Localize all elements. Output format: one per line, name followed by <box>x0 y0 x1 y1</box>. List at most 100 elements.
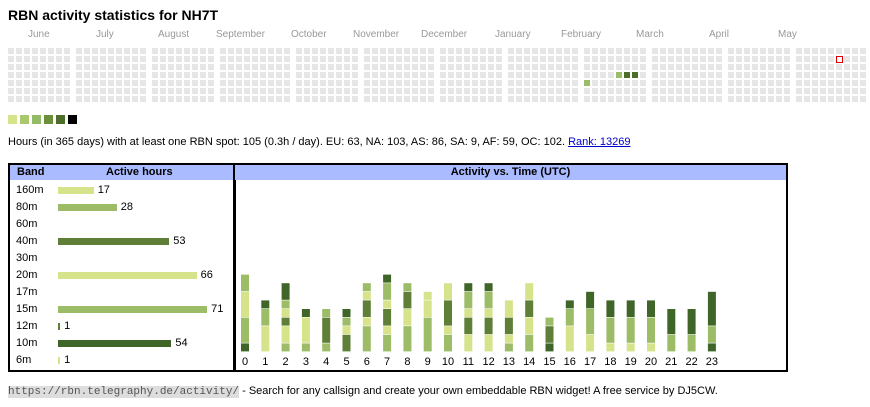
calendar-day <box>760 48 766 54</box>
calendar-day <box>352 72 358 78</box>
calendar-day <box>428 56 434 62</box>
calendar-day <box>84 64 90 70</box>
calendar-day <box>40 56 46 62</box>
calendar-day <box>200 80 206 86</box>
calendar-day <box>304 56 310 62</box>
calendar-day <box>744 96 750 102</box>
calendar-day <box>184 64 190 70</box>
hour-bar-segment <box>383 334 392 352</box>
calendar-day <box>16 88 22 94</box>
calendar-day <box>524 80 530 86</box>
calendar-day <box>708 88 714 94</box>
calendar-day <box>804 64 810 70</box>
hour-bar-segment <box>301 343 310 352</box>
hour-bar-segment <box>464 309 473 317</box>
calendar-day <box>548 64 554 70</box>
calendar-day <box>228 88 234 94</box>
calendar-day <box>448 64 454 70</box>
calendar-day <box>100 72 106 78</box>
calendar-day <box>640 72 646 78</box>
calendar-day <box>116 72 122 78</box>
calendar-day <box>140 80 146 86</box>
calendar-day <box>584 96 590 102</box>
calendar-day <box>228 72 234 78</box>
calendar-day <box>600 64 606 70</box>
calendar-day <box>784 72 790 78</box>
calendar-day <box>652 64 658 70</box>
calendar-day <box>160 80 166 86</box>
calendar-day <box>404 64 410 70</box>
calendar-day <box>152 88 158 94</box>
calendar-day <box>244 72 250 78</box>
calendar-day <box>244 96 250 102</box>
calendar-day <box>652 80 658 86</box>
hour-bar-segment <box>362 317 371 326</box>
calendar-day <box>572 64 578 70</box>
calendar-day <box>116 56 122 62</box>
calendar-day <box>584 56 590 62</box>
hour-tick-label: 22 <box>685 356 697 368</box>
calendar-day <box>108 80 114 86</box>
calendar-day <box>184 88 190 94</box>
calendar-day <box>532 88 538 94</box>
hour-bar-segment <box>281 317 290 326</box>
calendar-day <box>472 72 478 78</box>
calendar-day <box>632 48 638 54</box>
calendar-day <box>220 64 226 70</box>
band-hours-value: 54 <box>175 337 188 349</box>
calendar-day <box>660 88 666 94</box>
footer-url[interactable]: https://rbn.telegraphy.de/activity/ <box>8 386 240 398</box>
band-row: 40m 53 <box>10 233 234 250</box>
calendar-day <box>200 56 206 62</box>
calendar-day <box>244 48 250 54</box>
calendar-day <box>380 72 386 78</box>
calendar-day <box>312 80 318 86</box>
calendar-day <box>820 56 826 62</box>
calendar-day <box>592 72 598 78</box>
calendar-day <box>176 88 182 94</box>
calendar-day <box>56 88 62 94</box>
calendar-day <box>296 80 302 86</box>
calendar-day <box>24 64 30 70</box>
hour-bar-segment <box>545 343 554 352</box>
calendar-day <box>836 48 842 54</box>
band-hours-value: 53 <box>173 235 186 247</box>
calendar-day <box>388 96 394 102</box>
hour-bar-segment <box>362 291 371 300</box>
calendar-day <box>516 48 522 54</box>
band-table: Band Active hours 160m 17 80m 28 60m 40m 53 30m… <box>8 163 236 372</box>
band-hours-bar <box>58 187 94 194</box>
calendar-day <box>24 56 30 62</box>
calendar-day <box>480 96 486 102</box>
calendar-day <box>464 72 470 78</box>
calendar-day <box>364 96 370 102</box>
calendar-day <box>860 80 866 86</box>
calendar-day <box>276 96 282 102</box>
calendar-day <box>396 56 402 62</box>
calendar-day <box>760 88 766 94</box>
calendar-day <box>488 64 494 70</box>
calendar-day <box>488 96 494 102</box>
calendar-day <box>496 56 502 62</box>
calendar-day <box>420 80 426 86</box>
calendar-day <box>836 96 842 102</box>
calendar-day <box>372 64 378 70</box>
hour-bar-segment <box>464 291 473 309</box>
calendar-day <box>632 96 638 102</box>
calendar-day <box>40 48 46 54</box>
calendar-day <box>32 96 38 102</box>
calendar-day <box>192 80 198 86</box>
calendar-day <box>456 72 462 78</box>
calendar-day <box>236 96 242 102</box>
calendar-day <box>420 56 426 62</box>
hour-bar-segment <box>707 343 716 352</box>
rank-link[interactable]: Rank: 13269 <box>568 136 631 148</box>
hour-bar-segment <box>687 309 696 335</box>
calendar-day <box>600 48 606 54</box>
calendar-day <box>176 72 182 78</box>
calendar-day <box>600 72 606 78</box>
calendar-day <box>220 72 226 78</box>
hour-bar-segment <box>444 334 452 352</box>
calendar-day <box>860 64 866 70</box>
calendar-day <box>752 72 758 78</box>
